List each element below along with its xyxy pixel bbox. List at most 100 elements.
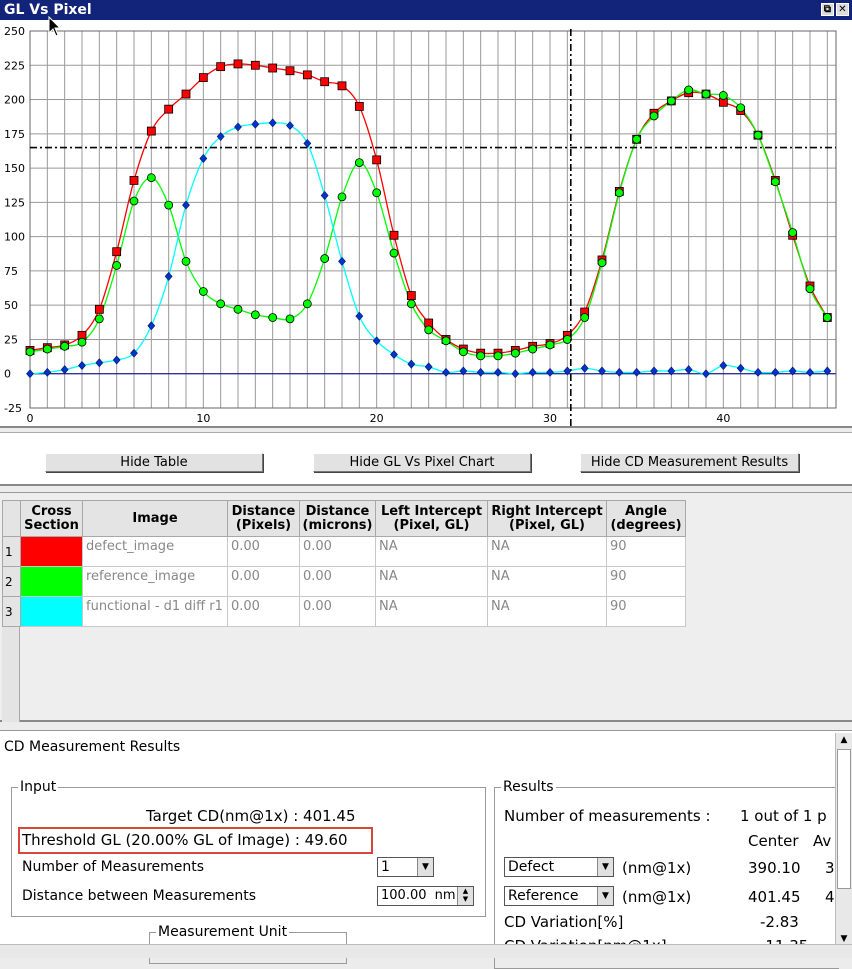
header-angle[interactable]: Angle (degrees)	[606, 500, 686, 537]
defect-series-point	[372, 155, 382, 165]
functional-series-point	[719, 361, 728, 370]
defect-series-point	[320, 77, 330, 87]
defect-select[interactable]: Defect ▼	[504, 857, 614, 877]
y-tick-label: 50	[4, 299, 18, 312]
functional-series-point	[95, 358, 104, 368]
num-measurements-select[interactable]: 1 ▼	[377, 857, 434, 877]
header-text: (microns)	[302, 517, 373, 533]
header-right-intercept[interactable]: Right Intercept (Pixel, GL)	[487, 500, 607, 537]
window-title: GL Vs Pixel	[4, 2, 92, 18]
functional-series-point	[650, 366, 658, 376]
cd-variation-pct-value: -2.83	[760, 913, 799, 931]
reference-select[interactable]: Reference ▼	[504, 886, 614, 906]
col-av-header: Av	[813, 832, 832, 850]
header-image[interactable]: Image	[82, 500, 228, 537]
header-text: (degrees)	[610, 517, 682, 533]
header-distance-microns[interactable]: Distance (microns)	[299, 500, 376, 537]
distance-spinner[interactable]: 100.00 nm ▲ ▼	[377, 886, 474, 906]
reference-center-value: 401.45	[748, 888, 801, 906]
reference-series-point	[337, 192, 347, 202]
mouse-cursor-icon	[48, 16, 62, 37]
row-left-intercept: NA	[375, 536, 488, 567]
reference-series-point	[77, 337, 87, 347]
functional-series-point	[788, 366, 797, 376]
reference-series-point	[753, 130, 763, 140]
input-legend: Input	[20, 779, 57, 795]
reference-series-point	[788, 228, 798, 237]
hide-cd-results-button[interactable]: Hide CD Measurement Results	[580, 453, 799, 472]
defect-series-point	[181, 89, 191, 99]
header-cross-section[interactable]: Cross Section	[20, 500, 83, 537]
reference-series-point	[580, 313, 590, 322]
functional-series-point	[60, 365, 69, 375]
chevron-down-icon[interactable]: ▼	[417, 858, 433, 876]
reference-series-point	[198, 287, 208, 296]
row-right-intercept: NA	[487, 596, 607, 627]
row-color-swatch[interactable]	[20, 536, 83, 567]
defect-series-point	[216, 62, 226, 72]
row-angle: 90	[606, 536, 686, 567]
functional-series-point	[494, 367, 502, 377]
scroll-up-icon[interactable]: ▲	[840, 735, 848, 745]
spinner-arrows-icon[interactable]: ▲ ▼	[457, 887, 473, 905]
x-tick-label: 10	[196, 412, 210, 425]
functional-series-point	[130, 348, 138, 358]
scroll-thumb[interactable]	[837, 749, 851, 889]
defect-series-point	[233, 59, 243, 69]
functional-series-point	[563, 366, 572, 376]
reference-series-point	[146, 173, 156, 183]
chevron-down-icon[interactable]: ▼	[597, 858, 613, 876]
reference-av-value: 4	[825, 888, 835, 906]
defect-series-point	[285, 66, 295, 76]
y-tick-label: 100	[4, 231, 25, 244]
defect-series-point	[268, 63, 278, 73]
defect-series-point	[354, 102, 364, 111]
table-row[interactable]: 2 reference_image 0.00 0.00 NA NA 90	[2, 566, 686, 597]
functional-series-point	[43, 367, 52, 377]
reference-series-point	[250, 310, 260, 320]
table-row[interactable]: 3 functional - d1 diff r1 0.00 0.00 NA N…	[2, 596, 686, 627]
row-angle: 90	[606, 566, 686, 597]
header-left-intercept[interactable]: Left Intercept (Pixel, GL)	[375, 500, 488, 537]
header-text: Distance	[305, 503, 370, 519]
distance-value: 100.00	[381, 888, 427, 903]
functional-series-point	[511, 369, 520, 379]
row-color-swatch[interactable]	[20, 596, 83, 627]
reference-series-point	[233, 304, 243, 314]
x-tick-label: 20	[370, 412, 384, 425]
header-text: (Pixel, GL)	[509, 517, 585, 533]
row-color-swatch[interactable]	[20, 566, 83, 597]
reference-series-point	[164, 200, 174, 210]
functional-series-point	[303, 138, 312, 148]
chevron-down-icon[interactable]: ▼	[597, 887, 613, 905]
num-measurements-results-label: Number of measurements :	[504, 807, 711, 825]
functional-series-point	[528, 367, 537, 377]
reference-series-point	[354, 158, 364, 168]
functional-series-point	[615, 367, 624, 377]
restore-icon[interactable]: ⧉	[821, 3, 834, 16]
reference-select-value: Reference	[508, 888, 579, 904]
defect-series-point	[164, 104, 174, 114]
hide-chart-button[interactable]: Hide GL Vs Pixel Chart	[313, 453, 531, 472]
functional-series-point	[806, 367, 814, 377]
table-row[interactable]: 1 defect_image 0.00 0.00 NA NA 90	[2, 536, 686, 567]
scroll-down-icon[interactable]: ▼	[840, 934, 848, 944]
defect-series-point	[406, 291, 416, 300]
vertical-scrollbar[interactable]: ▲ ▼	[835, 733, 852, 948]
reference-series-point	[545, 340, 555, 350]
y-tick-label: 200	[4, 94, 25, 107]
row-right-intercept: NA	[487, 566, 607, 597]
table-header-row: Cross Section Image Distance (Pixels) Dist…	[2, 500, 686, 537]
header-text: Cross	[31, 503, 72, 519]
hide-table-button[interactable]: Hide Table	[45, 453, 263, 472]
functional-series-point	[338, 256, 346, 266]
row-distance-pixels: 0.00	[227, 596, 300, 627]
row-distance-microns: 0.00	[299, 566, 376, 597]
reference-series-point	[302, 299, 312, 309]
close-icon[interactable]: ✕	[836, 3, 849, 16]
row-number: 1	[2, 536, 21, 567]
functional-series-point	[286, 121, 294, 131]
horizontal-scrollbar[interactable]	[0, 944, 852, 958]
header-distance-pixels[interactable]: Distance (Pixels)	[227, 500, 300, 537]
functional-series-point	[234, 122, 242, 132]
